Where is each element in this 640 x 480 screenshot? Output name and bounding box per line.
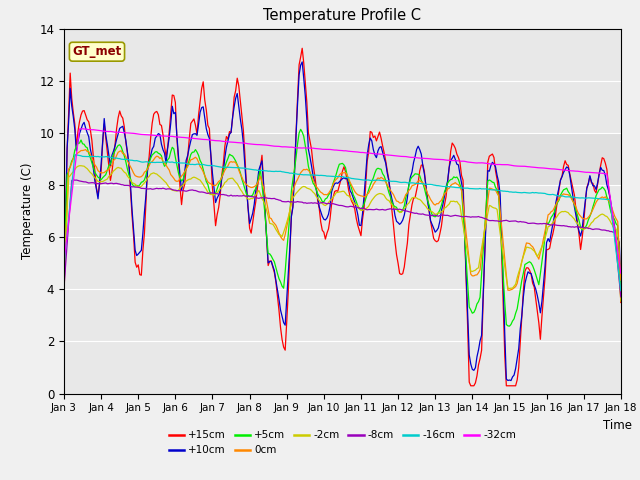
-2cm: [410, 194, 417, 200]
-8cm: [77, 179, 85, 184]
0cm: [379, 176, 387, 181]
+15cm: [379, 143, 387, 149]
0cm: [165, 167, 173, 173]
Line: +10cm: +10cm: [64, 62, 621, 381]
Line: -32cm: -32cm: [64, 129, 621, 273]
+10cm: [164, 145, 172, 151]
+5cm: [76, 140, 83, 146]
Line: -16cm: -16cm: [64, 155, 621, 290]
Y-axis label: Temperature (C): Temperature (C): [20, 163, 34, 260]
-2cm: [550, 217, 558, 223]
+15cm: [410, 195, 417, 201]
+5cm: [410, 173, 417, 179]
+10cm: [617, 279, 625, 285]
-16cm: [550, 192, 558, 198]
-32cm: [410, 155, 417, 160]
-8cm: [550, 222, 558, 228]
0cm: [617, 277, 625, 283]
-2cm: [165, 184, 173, 190]
+15cm: [397, 272, 405, 277]
-16cm: [60, 263, 68, 269]
0cm: [76, 149, 83, 155]
-16cm: [77, 153, 85, 159]
-32cm: [397, 154, 405, 159]
+15cm: [617, 300, 625, 305]
-16cm: [410, 180, 417, 186]
-2cm: [77, 163, 85, 168]
+10cm: [397, 220, 405, 226]
+5cm: [379, 171, 387, 177]
-32cm: [165, 133, 173, 139]
+15cm: [298, 46, 306, 51]
0cm: [410, 182, 417, 188]
Line: +15cm: +15cm: [64, 48, 621, 386]
+15cm: [76, 119, 83, 125]
+10cm: [552, 200, 559, 205]
-32cm: [379, 152, 387, 157]
Line: -8cm: -8cm: [64, 180, 621, 297]
+10cm: [410, 160, 417, 166]
+10cm: [507, 378, 515, 384]
Line: -2cm: -2cm: [64, 166, 621, 301]
-8cm: [617, 294, 625, 300]
-8cm: [410, 210, 417, 216]
-8cm: [379, 206, 387, 212]
0cm: [552, 202, 559, 207]
-16cm: [617, 288, 625, 293]
+5cm: [617, 293, 625, 299]
+10cm: [298, 59, 306, 65]
-8cm: [69, 177, 77, 182]
+5cm: [552, 204, 559, 209]
-2cm: [60, 268, 68, 274]
+10cm: [60, 292, 68, 298]
-2cm: [76, 163, 83, 168]
-32cm: [76, 126, 83, 132]
+5cm: [297, 126, 305, 132]
-32cm: [60, 258, 68, 264]
-8cm: [165, 186, 173, 192]
+15cm: [164, 144, 172, 150]
0cm: [82, 147, 90, 153]
-8cm: [60, 284, 68, 290]
-16cm: [165, 159, 173, 165]
Title: Temperature Profile C: Temperature Profile C: [264, 9, 421, 24]
Legend: +15cm, +10cm, +5cm, 0cm, -2cm, -8cm, -16cm, -32cm: +15cm, +10cm, +5cm, 0cm, -2cm, -8cm, -16…: [164, 426, 520, 459]
+15cm: [552, 209, 559, 215]
+5cm: [164, 157, 172, 163]
Text: GT_met: GT_met: [72, 45, 122, 58]
-2cm: [397, 209, 405, 215]
0cm: [60, 281, 68, 287]
+5cm: [60, 263, 68, 268]
0cm: [397, 200, 405, 206]
-2cm: [617, 298, 625, 304]
X-axis label: Time: Time: [603, 419, 632, 432]
+5cm: [506, 324, 513, 329]
-16cm: [71, 152, 79, 157]
-16cm: [397, 180, 405, 185]
+5cm: [397, 209, 405, 215]
Line: +5cm: +5cm: [64, 129, 621, 326]
-32cm: [550, 166, 558, 172]
Line: 0cm: 0cm: [64, 150, 621, 290]
-2cm: [379, 192, 387, 197]
-32cm: [79, 126, 86, 132]
0cm: [506, 288, 513, 293]
+10cm: [379, 149, 387, 155]
+15cm: [60, 300, 68, 305]
-8cm: [397, 207, 405, 213]
+10cm: [76, 131, 83, 137]
-32cm: [617, 270, 625, 276]
+15cm: [467, 383, 475, 389]
Bar: [64, 133, 621, 185]
-16cm: [379, 178, 387, 183]
